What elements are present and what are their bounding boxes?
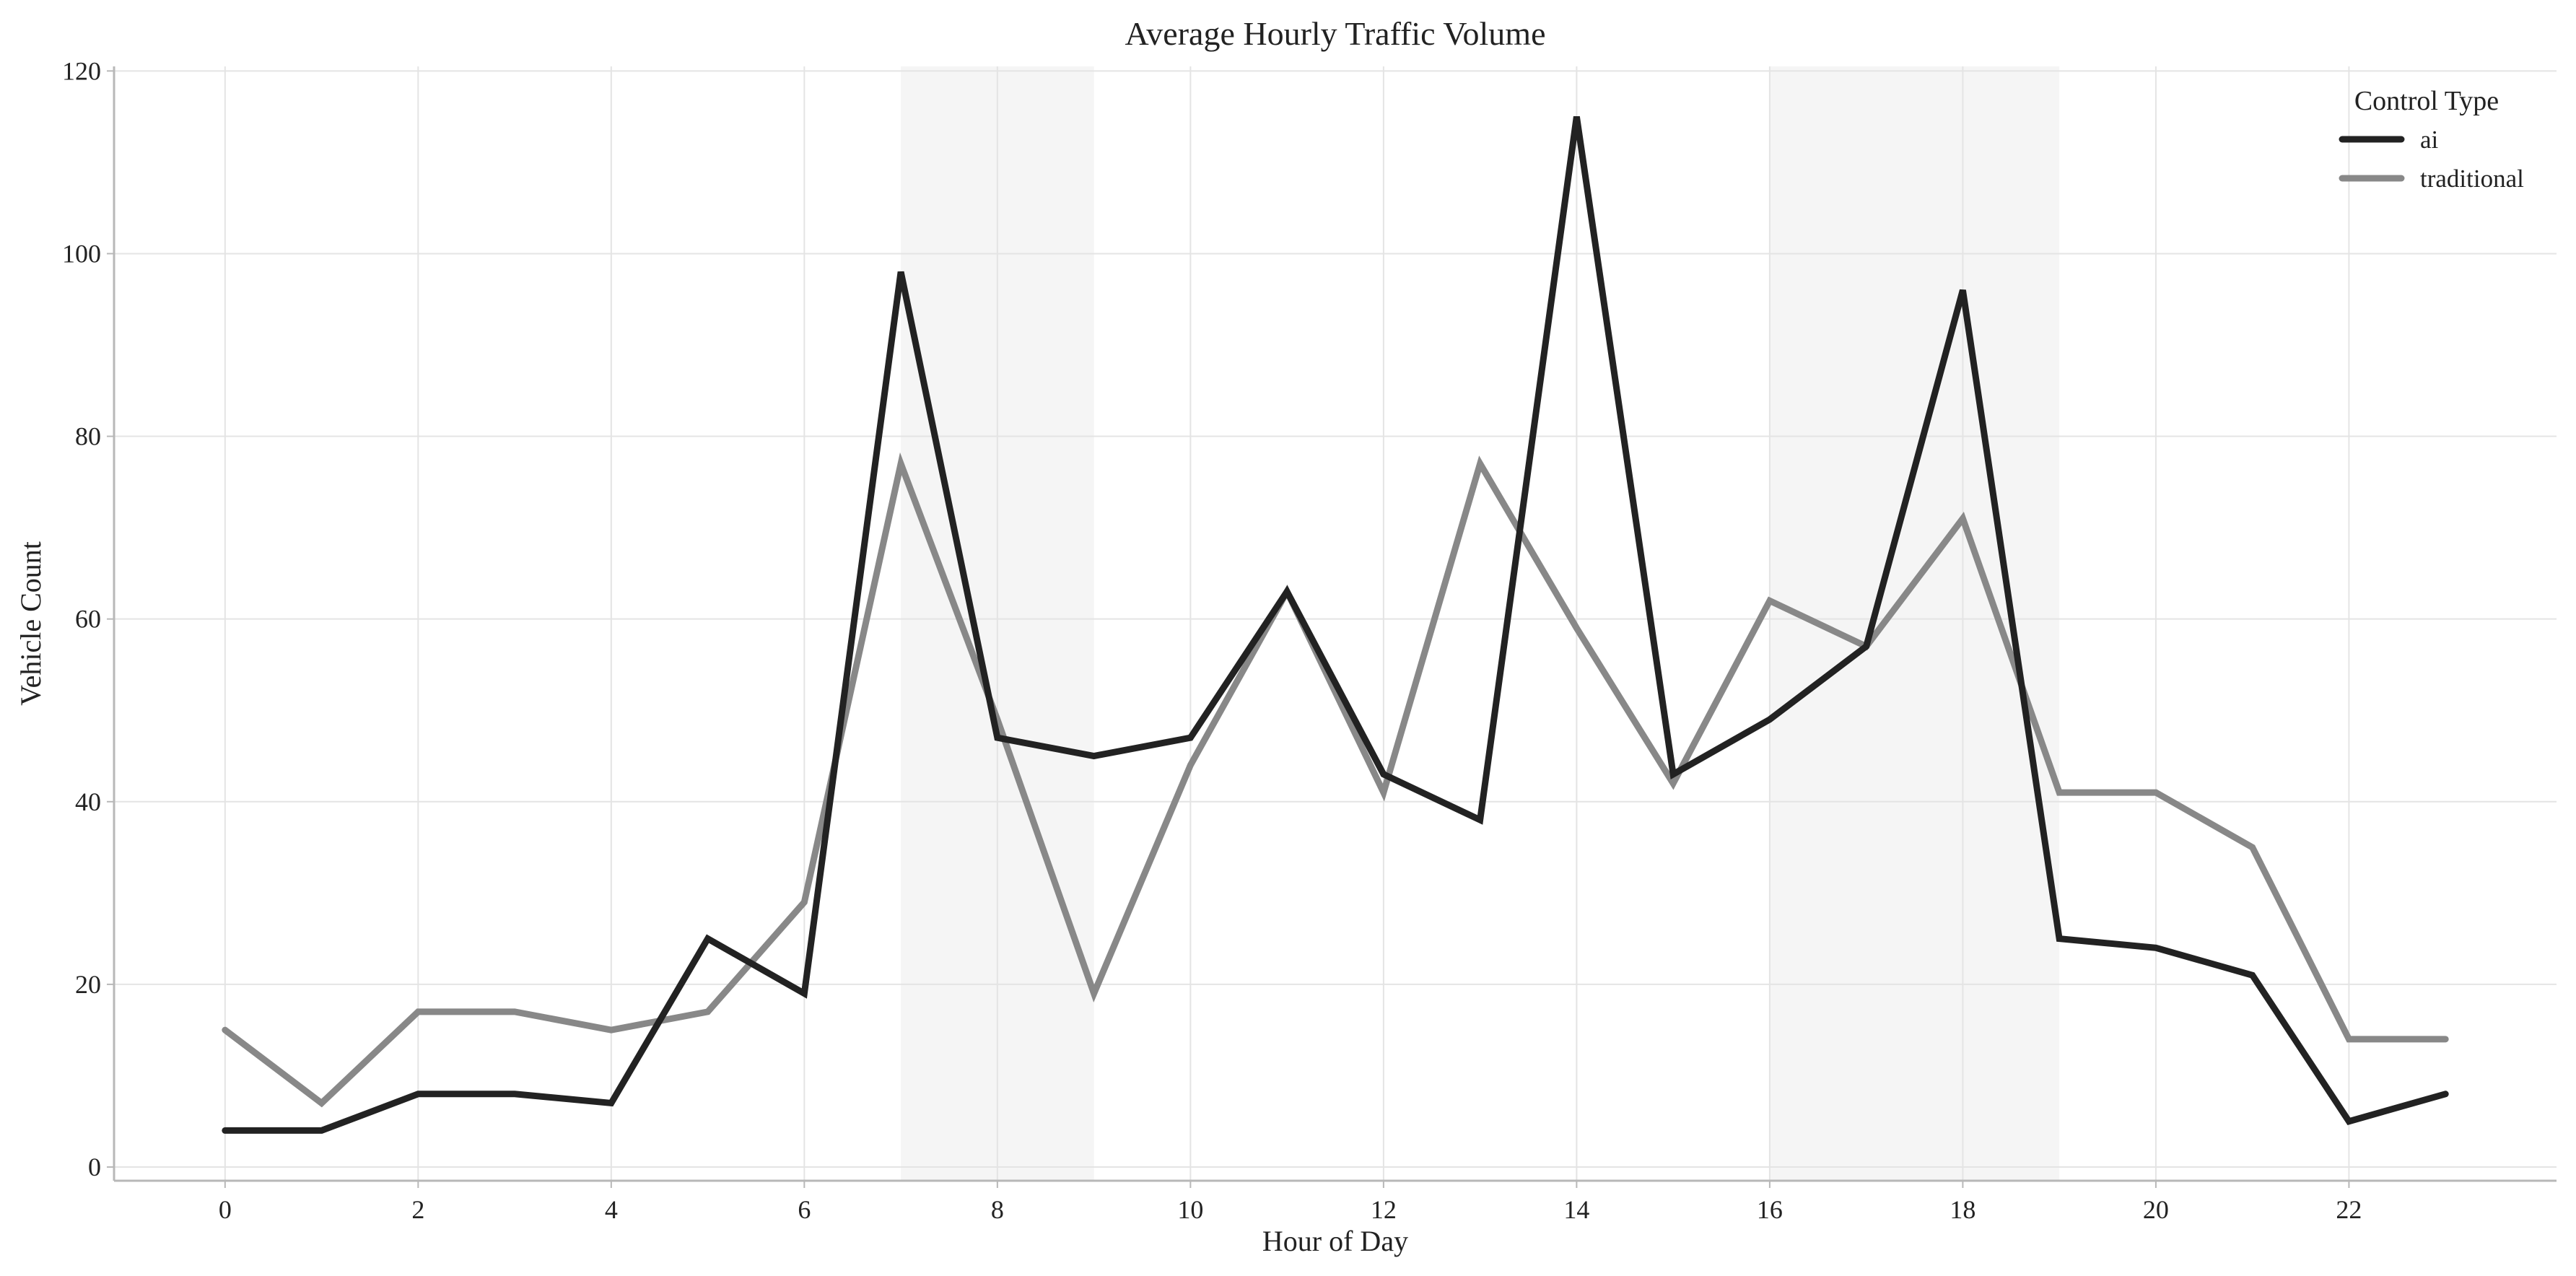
- x-tick-label-22: 22: [2336, 1195, 2362, 1224]
- x-tick-label-10: 10: [1177, 1195, 1203, 1224]
- x-tick-label-14: 14: [1563, 1195, 1589, 1224]
- y-tick-label-0: 0: [88, 1153, 101, 1181]
- tick-labels: 0 2 4 6 8 10 12 14 16 18 20 22 0 20 40 60 80 100 120: [62, 56, 2362, 1224]
- x-tick-label-2: 2: [411, 1195, 424, 1224]
- x-tick-label-12: 12: [1371, 1195, 1397, 1224]
- x-tick-label-18: 18: [1950, 1195, 1975, 1224]
- x-tick-label-0: 0: [219, 1195, 232, 1224]
- y-tick-label-120: 120: [62, 56, 101, 85]
- y-axis-title: Vehicle Count: [14, 541, 47, 706]
- y-tick-label-80: 80: [75, 422, 101, 451]
- series-lines: [222, 115, 2449, 1134]
- x-tick-label-16: 16: [1757, 1195, 1783, 1224]
- series-line-ai: [222, 115, 2449, 1134]
- x-axis-title: Hour of Day: [1262, 1225, 1408, 1257]
- y-tick-label-20: 20: [75, 970, 101, 999]
- legend: Control Type ai traditional: [2339, 86, 2524, 193]
- series-line-traditional: [222, 452, 2449, 1108]
- legend-label-traditional: traditional: [2420, 165, 2524, 193]
- x-tick-label-20: 20: [2143, 1195, 2169, 1224]
- legend-title: Control Type: [2354, 86, 2499, 116]
- y-tick-label-60: 60: [75, 605, 101, 634]
- x-tick-label-6: 6: [798, 1195, 811, 1224]
- x-tick-label-4: 4: [605, 1195, 618, 1224]
- legend-items: ai traditional: [2339, 126, 2524, 193]
- y-tick-label-40: 40: [75, 787, 101, 816]
- y-tick-label-100: 100: [62, 239, 101, 268]
- axes: [113, 66, 2557, 1182]
- legend-label-ai: ai: [2420, 126, 2439, 154]
- chart-title: Average Hourly Traffic Volume: [1125, 15, 1545, 52]
- x-tick-label-8: 8: [991, 1195, 1004, 1224]
